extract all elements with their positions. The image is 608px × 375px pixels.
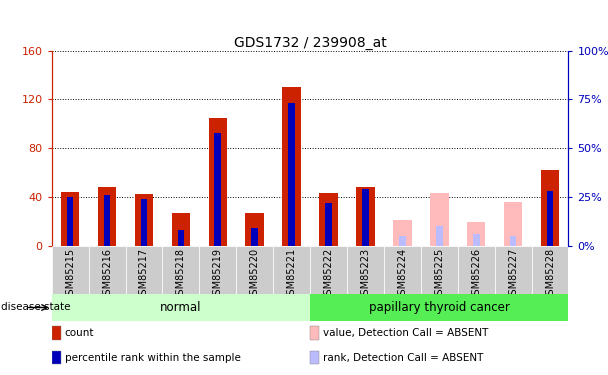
Text: GSM85218: GSM85218 xyxy=(176,248,186,301)
Text: rank, Detection Call = ABSENT: rank, Detection Call = ABSENT xyxy=(323,352,483,363)
Title: GDS1732 / 239908_at: GDS1732 / 239908_at xyxy=(233,36,387,50)
Bar xyxy=(473,234,480,246)
Text: papillary thyroid cancer: papillary thyroid cancer xyxy=(369,301,510,314)
Text: GSM85220: GSM85220 xyxy=(250,248,260,301)
Text: count: count xyxy=(64,328,94,338)
Bar xyxy=(356,187,375,246)
Bar xyxy=(436,226,443,246)
Bar xyxy=(531,246,568,294)
Text: GSM85224: GSM85224 xyxy=(398,248,407,301)
Text: GSM85215: GSM85215 xyxy=(65,248,75,301)
Bar xyxy=(310,351,319,364)
Bar xyxy=(125,246,162,294)
Text: GSM85225: GSM85225 xyxy=(434,248,444,302)
Text: GSM85228: GSM85228 xyxy=(545,248,555,301)
Bar xyxy=(282,87,301,246)
Bar xyxy=(61,192,80,246)
Bar xyxy=(52,351,61,364)
Bar xyxy=(393,220,412,246)
Text: GSM85222: GSM85222 xyxy=(323,248,334,302)
Bar xyxy=(104,195,111,246)
Bar xyxy=(171,213,190,246)
Text: GSM85219: GSM85219 xyxy=(213,248,223,301)
Bar xyxy=(209,118,227,246)
Bar xyxy=(399,236,406,246)
Bar xyxy=(421,246,458,294)
Bar xyxy=(458,246,495,294)
Text: value, Detection Call = ABSENT: value, Detection Call = ABSENT xyxy=(323,328,488,338)
Text: GSM85226: GSM85226 xyxy=(471,248,481,301)
Bar xyxy=(52,326,61,340)
Bar xyxy=(162,246,199,294)
Bar xyxy=(273,246,310,294)
Text: GSM85227: GSM85227 xyxy=(508,248,518,302)
Bar xyxy=(541,170,559,246)
Bar xyxy=(199,246,237,294)
Bar xyxy=(310,294,568,321)
Bar xyxy=(310,326,319,340)
Bar xyxy=(430,193,449,246)
Bar xyxy=(52,294,310,321)
Bar xyxy=(510,236,516,246)
Bar xyxy=(384,246,421,294)
Bar xyxy=(310,246,347,294)
Bar xyxy=(504,202,522,246)
Bar xyxy=(251,228,258,246)
Bar xyxy=(495,246,531,294)
Text: normal: normal xyxy=(160,301,202,314)
Bar xyxy=(178,230,184,246)
Bar xyxy=(67,197,74,246)
Bar xyxy=(467,222,485,246)
Bar xyxy=(237,246,273,294)
Bar xyxy=(347,246,384,294)
Bar xyxy=(288,103,295,246)
Bar xyxy=(98,187,116,246)
Bar xyxy=(319,193,338,246)
Bar xyxy=(52,246,89,294)
Bar xyxy=(140,199,147,246)
Text: percentile rank within the sample: percentile rank within the sample xyxy=(64,352,241,363)
Text: GSM85217: GSM85217 xyxy=(139,248,149,301)
Text: GSM85221: GSM85221 xyxy=(286,248,297,301)
Text: disease state: disease state xyxy=(1,303,70,312)
Bar xyxy=(215,132,221,246)
Bar xyxy=(89,246,125,294)
Bar xyxy=(362,189,369,246)
Bar xyxy=(246,213,264,246)
Bar xyxy=(547,191,553,246)
Text: GSM85223: GSM85223 xyxy=(361,248,370,301)
Text: GSM85216: GSM85216 xyxy=(102,248,112,301)
Bar xyxy=(325,203,332,246)
Bar xyxy=(135,194,153,246)
